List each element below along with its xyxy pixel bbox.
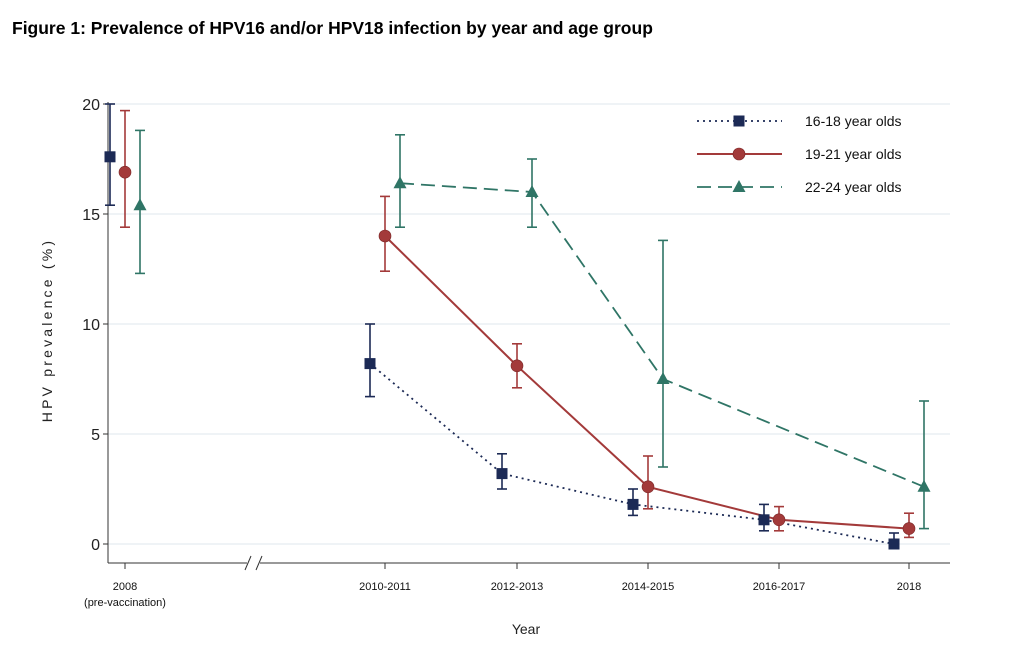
series-19-21-marker <box>641 480 655 494</box>
figure-title: Figure 1: Prevalence of HPV16 and/or HPV… <box>12 18 653 38</box>
series-19-21-marker <box>118 165 132 179</box>
legend-label-series-22-24: 22-24 year olds <box>805 179 902 195</box>
series-19-21-marker <box>772 513 786 527</box>
legend-label-series-16-18: 16-18 year olds <box>805 113 902 129</box>
series-22-24-marker <box>917 479 931 492</box>
legend-marker-series-22-24 <box>732 180 746 192</box>
series-22-24-marker <box>133 198 147 211</box>
series-16-18-marker <box>627 498 639 510</box>
axis-break-mark <box>244 555 252 571</box>
series-22-24-line <box>399 182 925 488</box>
gridlines <box>108 103 950 545</box>
x-tick-label: 2014-2015 <box>622 581 675 593</box>
x-tick-label: 2012-2013 <box>491 581 544 593</box>
legend-label-series-19-21: 19-21 year olds <box>805 146 902 162</box>
y-tick-label: 15 <box>82 207 100 224</box>
legend-marker-series-16-18 <box>733 115 745 127</box>
axes: 0 5 10 15 20 2008 (pre-vaccination) 2010-2011 20… <box>39 97 950 637</box>
y-tick-label: 20 <box>82 97 100 114</box>
series-16-18-marker <box>758 514 770 526</box>
series-16-18-marker <box>364 358 376 370</box>
series-16-18-marker <box>496 468 508 480</box>
series-22-24-marker <box>393 176 407 189</box>
series-22-24-marker <box>656 372 670 384</box>
legend: 16-18 year olds 19-21 year olds 22-24 year… <box>697 113 902 195</box>
legend-marker-series-19-21 <box>732 147 746 161</box>
y-axis-label: HPV prevalence (%) <box>39 238 55 422</box>
x-tick-label: 2008 <box>113 581 137 593</box>
y-tick-label: 0 <box>91 537 100 554</box>
x-tick-label: 2010-2011 <box>359 581 411 593</box>
data-markers <box>104 151 931 550</box>
series-16-18-marker <box>104 151 116 163</box>
series-16-18-marker <box>888 538 900 550</box>
x-axis-label: Year <box>512 621 541 637</box>
series-22-24-marker <box>525 185 539 197</box>
axis-break-mark <box>255 555 263 571</box>
series-16-18-line <box>369 362 895 545</box>
series-19-21-marker <box>510 359 524 373</box>
y-tick-label: 10 <box>82 317 100 334</box>
y-tick-label: 5 <box>91 427 100 444</box>
x-tick-sublabel: (pre-vaccination) <box>84 597 166 609</box>
series-19-21-marker <box>902 522 916 535</box>
x-tick-label: 2018 <box>897 581 921 593</box>
x-tick-label: 2016-2017 <box>753 581 806 593</box>
series-19-21-marker <box>378 229 392 243</box>
